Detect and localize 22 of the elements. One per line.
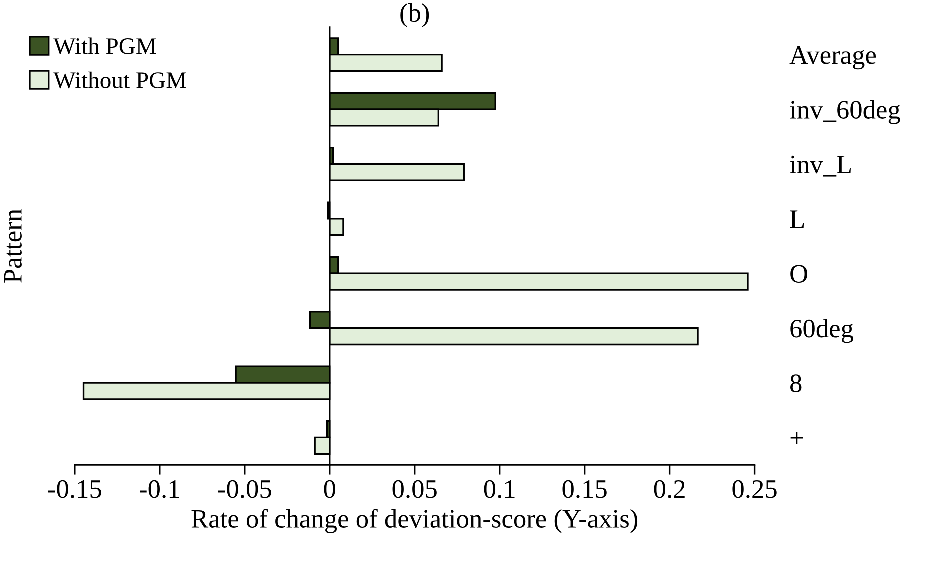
x-axis-title: Rate of change of deviation-score (Y-axis)	[192, 509, 638, 534]
legend-label: Without PGM	[54, 72, 186, 89]
x-tick-label: 0.1	[484, 480, 515, 498]
y-tick-label: +	[790, 432, 804, 444]
chart-title: (b)	[400, 4, 430, 28]
x-tick-label: 0	[324, 480, 336, 498]
x-tick-label: 0.05	[392, 480, 437, 498]
x-tick-label: 0.2	[654, 480, 685, 498]
y-tick-label: 60deg	[790, 319, 854, 344]
y-tick-label: 8	[790, 374, 802, 392]
y-axis-title: Pattern	[4, 209, 22, 283]
x-tick-label: 0.25	[732, 480, 777, 498]
y-tick-label: inv_60deg	[790, 100, 900, 124]
x-tick-label: -0.1	[140, 480, 180, 498]
y-tick-label: L	[790, 210, 804, 228]
x-tick-label: -0.05	[218, 480, 272, 498]
y-tick-label: Average	[790, 46, 876, 70]
legend-label: With PGM	[54, 38, 156, 55]
y-tick-label: inv_L	[790, 156, 851, 177]
x-tick-label: -0.15	[48, 480, 102, 498]
x-tick-label: 0.15	[562, 480, 607, 498]
y-tick-label: O	[790, 265, 808, 284]
